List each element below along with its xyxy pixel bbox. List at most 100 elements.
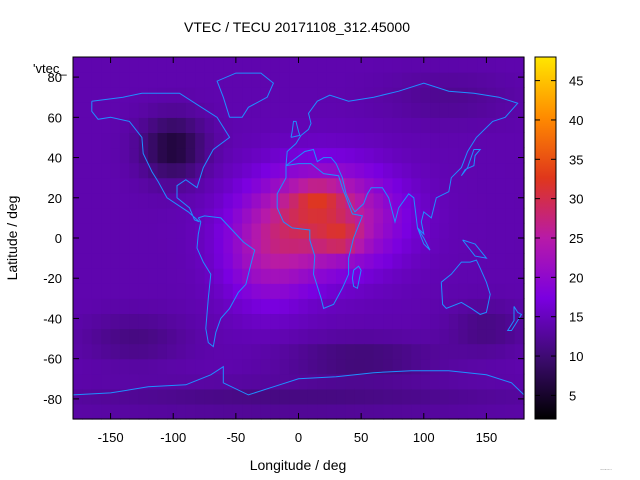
heatmap-cell [420,222,431,239]
heatmap-cell [336,373,347,390]
heatmap-cell [232,283,243,299]
heatmap-cell [430,132,441,149]
heatmap-cell [486,373,497,390]
heatmap-cell [110,343,121,360]
heatmap-cell [458,253,469,269]
heatmap-cell [279,162,290,179]
heatmap-cell [307,147,318,164]
heatmap-cell [138,283,149,299]
heatmap-cell [232,222,243,239]
heatmap-cell [373,147,384,164]
heatmap-cell [392,373,403,390]
heatmap-cell [383,147,394,164]
heatmap-cell [204,373,215,390]
heatmap-cell [251,147,262,164]
colorbar-tick-label: 25 [569,231,583,246]
heatmap-cell [223,192,234,209]
heatmap-cell [232,268,243,284]
heatmap-cell [223,283,234,299]
heatmap-cell [298,147,309,164]
heatmap-cell [242,298,253,315]
heatmap-cell [223,57,234,73]
heatmap-cell [213,253,224,269]
heatmap-cell [392,253,403,269]
heatmap-cell [326,72,337,88]
heatmap-cell [260,358,271,375]
heatmap-cell [477,177,488,194]
heatmap-cell [232,177,243,194]
heatmap-cell [411,403,422,420]
heatmap-cell [119,57,130,73]
heatmap-cell [430,268,441,284]
heatmap-cell [495,313,506,330]
heatmap-cell [364,132,375,149]
heatmap-cell [148,343,159,360]
heatmap-cell [242,72,253,88]
heatmap-cell [73,403,83,420]
heatmap-cell [176,87,187,103]
heatmap-cell [383,177,394,194]
heatmap-cell [495,343,506,360]
heatmap-cell [495,57,506,73]
heatmap-cell [298,72,309,88]
heatmap-cell [260,373,271,390]
heatmap-cell [101,162,112,179]
heatmap-cell [157,222,168,239]
heatmap-cell [213,328,224,345]
heatmap-cell [213,268,224,284]
heatmap-cell [251,403,262,420]
heatmap-cell [317,207,328,224]
heatmap-cell [270,298,281,315]
heatmap-cell [439,132,450,149]
heatmap-cell [101,147,112,164]
heatmap-cell [289,72,300,88]
heatmap-cell [467,343,478,360]
heatmap-cell [166,373,177,390]
heatmap-cell [138,192,149,209]
heatmap-cell [260,102,271,118]
heatmap-cell [157,72,168,88]
heatmap-cell [195,253,206,269]
heatmap-cell [138,132,149,149]
heatmap-cell [477,298,488,315]
heatmap-cell [458,207,469,224]
heatmap-cell [119,87,130,103]
heatmap-cell [166,388,177,405]
heatmap-cell [495,72,506,88]
heatmap-cell [195,207,206,224]
heatmap-cell [448,403,459,420]
heatmap-cell [505,373,516,390]
y-tick-label: -20 [43,271,62,286]
heatmap-cell [73,162,83,179]
heatmap-cell [73,358,83,375]
heatmap-cell [326,57,337,73]
heatmap-cell [148,57,159,73]
heatmap-cell [354,147,365,164]
heatmap-cell [260,147,271,164]
heatmap-cell [176,117,187,134]
heatmap-cell [420,72,431,88]
heatmap-cell [166,283,177,299]
heatmap-cell [176,298,187,315]
heatmap-cell [505,313,516,330]
heatmap-cell [242,57,253,73]
heatmap-cell [495,283,506,299]
heatmap-cell [383,238,394,254]
heatmap-cell [336,132,347,149]
heatmap-cell [317,222,328,239]
heatmap-cell [364,238,375,254]
heatmap-cell [317,283,328,299]
heatmap-cell [195,238,206,254]
heatmap-cell [232,373,243,390]
heatmap-cell [364,72,375,88]
heatmap-cell [101,102,112,118]
heatmap-cell [411,57,422,73]
heatmap-cell [448,298,459,315]
heatmap-cell [345,313,356,330]
heatmap-cell [307,222,318,239]
heatmap-cell [119,343,130,360]
heatmap-cell [392,117,403,134]
heatmap-cell [364,328,375,345]
heatmap-cell [213,298,224,315]
heatmap-cell [242,343,253,360]
